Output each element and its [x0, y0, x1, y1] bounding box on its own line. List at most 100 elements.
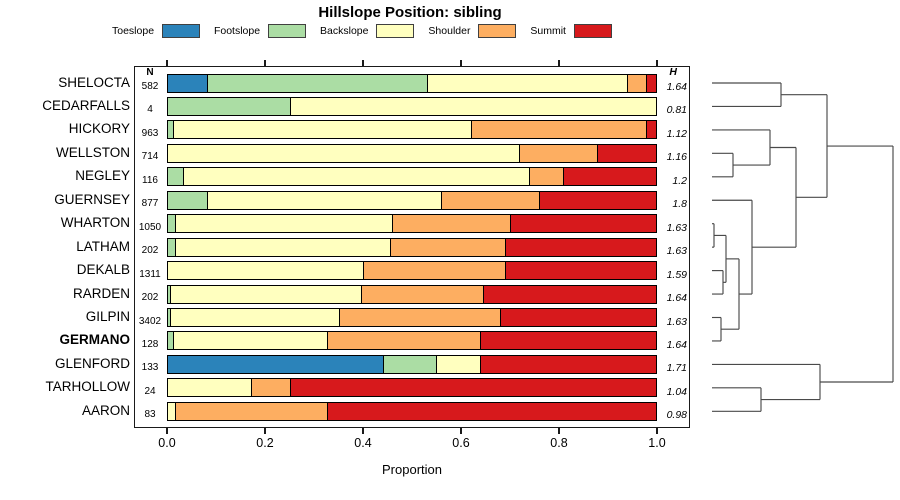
row-label: GILPIN: [85, 309, 130, 324]
row-n-value: 202: [141, 292, 159, 304]
bar-segment-footslope: [168, 309, 171, 326]
bar-segment-footslope: [207, 74, 427, 92]
bar-segment-footslope: [168, 121, 173, 139]
bar-segment-summit: [504, 238, 656, 256]
stacked-bar: [167, 261, 657, 281]
stacked-bar: [167, 120, 657, 140]
axis-tick-top: [166, 60, 168, 66]
row-h-value: 1.2: [672, 174, 687, 187]
bar-segment-summit: [499, 309, 656, 326]
bar-segment-summit: [480, 355, 656, 373]
bar-segment-summit: [480, 332, 656, 350]
axis-tick-bottom: [166, 428, 168, 434]
axis-tick-bottom: [264, 428, 266, 434]
bar-segment-backslope: [172, 332, 327, 350]
axis-tick-top: [558, 60, 560, 66]
stacked-bar: [167, 237, 657, 257]
plot-frame: [134, 66, 690, 428]
row-h-value: 1.63: [666, 315, 687, 328]
chart-title: Hillslope Position: sibling: [318, 4, 502, 21]
row-n-value: 877: [141, 198, 159, 210]
legend-swatch: [573, 24, 612, 38]
stacked-bar: [167, 354, 657, 374]
row-label: DEKALB: [76, 262, 130, 278]
stacked-bar: [167, 331, 657, 351]
row-n-value: 1050: [138, 221, 162, 233]
bar-segment-footslope: [168, 332, 173, 350]
row-h-value: 1.59: [666, 268, 687, 281]
bar-segment-summit: [289, 379, 656, 397]
axis-tick-bottom: [362, 428, 364, 434]
h-column-header: H: [669, 66, 677, 78]
stacked-bar: [167, 190, 657, 210]
bar-segment-footslope: [168, 168, 183, 186]
bar-segment-shoulder: [175, 402, 327, 420]
bar-segment-backslope: [168, 379, 251, 397]
row-label: GLENFORD: [54, 355, 130, 371]
row-label: WHARTON: [60, 215, 130, 231]
axis-tick-bottom: [558, 428, 560, 434]
row-h-value: 1.64: [666, 338, 687, 351]
row-n-value: 133: [141, 362, 159, 374]
legend-item: Summit: [530, 24, 612, 38]
bar-segment-summit: [538, 191, 656, 209]
row-label: TARHOLLOW: [45, 379, 130, 395]
row-label: SHELOCTA: [58, 74, 130, 90]
bar-segment-summit: [482, 285, 656, 303]
row-n-value: 24: [144, 385, 156, 397]
bar-segment-backslope: [436, 355, 481, 373]
bar-segment-backslope: [207, 191, 442, 209]
bar-segment-backslope: [175, 238, 391, 256]
legend-item: Toeslope: [112, 24, 201, 38]
legend-item-label: Summit: [530, 25, 566, 37]
row-label: GUERNSEY: [54, 191, 130, 207]
bar-segment-footslope: [168, 191, 208, 209]
bar-segment-summit: [504, 262, 656, 280]
stacked-bar: [167, 308, 657, 327]
bar-segment-shoulder: [470, 121, 647, 139]
row-h-value: 1.12: [666, 127, 687, 140]
row-label: CEDARFALLS: [42, 97, 130, 113]
bar-segment-shoulder: [360, 285, 483, 303]
bar-segment-summit: [646, 121, 656, 139]
row-h-value: 1.64: [666, 292, 687, 305]
bar-segment-shoulder: [326, 332, 481, 350]
bar-segment-shoulder: [390, 238, 505, 256]
row-h-value: 1.8: [672, 198, 687, 211]
axis-tick-label: 0.0: [158, 436, 176, 450]
stacked-bar: [167, 96, 657, 116]
row-label: HICKORY: [68, 121, 130, 137]
bar-segment-backslope: [175, 215, 393, 233]
bar-segment-summit: [509, 215, 656, 233]
row-n-value: 714: [141, 151, 159, 163]
row-h-value: 0.81: [666, 104, 687, 117]
bar-segment-summit: [563, 168, 656, 186]
bar-segment-backslope: [170, 285, 361, 303]
bar-segment-shoulder: [363, 262, 505, 280]
row-label: RARDEN: [72, 285, 130, 301]
stacked-bar: [167, 214, 657, 234]
row-label: AARON: [81, 402, 130, 418]
row-h-value: 1.63: [666, 245, 687, 258]
bar-segment-backslope: [426, 74, 627, 92]
row-h-value: 1.16: [666, 151, 687, 164]
axis-tick-bottom: [460, 428, 462, 434]
bar-segment-shoulder: [338, 309, 500, 326]
bar-segment-footslope: [168, 97, 290, 115]
bar-segment-toeslope: [168, 74, 208, 92]
bar-segment-shoulder: [441, 191, 539, 209]
row-label: GERMANO: [59, 332, 131, 348]
row-label: WELLSTON: [55, 144, 130, 160]
legend-item-label: Backslope: [320, 25, 369, 37]
bar-segment-toeslope: [168, 355, 383, 373]
row-h-value: 0.98: [666, 409, 687, 422]
x-axis-title: Proportion: [382, 462, 442, 477]
row-h-value: 1.64: [666, 81, 687, 93]
bar-segment-backslope: [182, 168, 530, 186]
stacked-bar: [167, 73, 657, 93]
bar-segment-summit: [646, 74, 656, 92]
row-n-value: 202: [141, 245, 159, 257]
bar-segment-backslope: [290, 97, 656, 115]
stacked-bar: [167, 143, 657, 163]
